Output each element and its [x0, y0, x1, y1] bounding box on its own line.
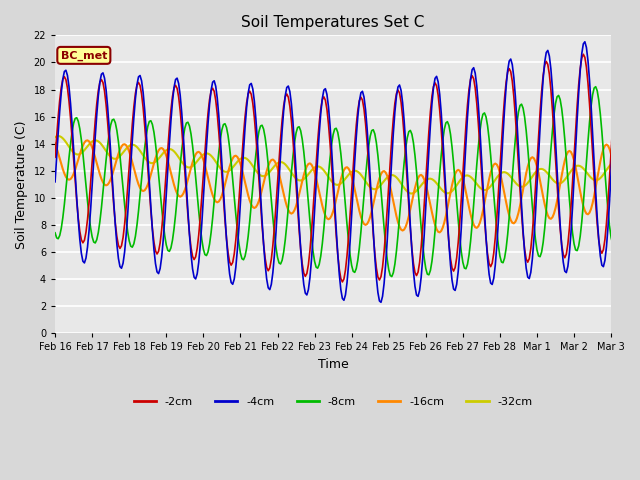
Y-axis label: Soil Temperature (C): Soil Temperature (C) [15, 120, 28, 249]
Text: BC_met: BC_met [61, 50, 107, 60]
X-axis label: Time: Time [317, 358, 348, 371]
Legend: -2cm, -4cm, -8cm, -16cm, -32cm: -2cm, -4cm, -8cm, -16cm, -32cm [129, 393, 537, 411]
Title: Soil Temperatures Set C: Soil Temperatures Set C [241, 15, 425, 30]
